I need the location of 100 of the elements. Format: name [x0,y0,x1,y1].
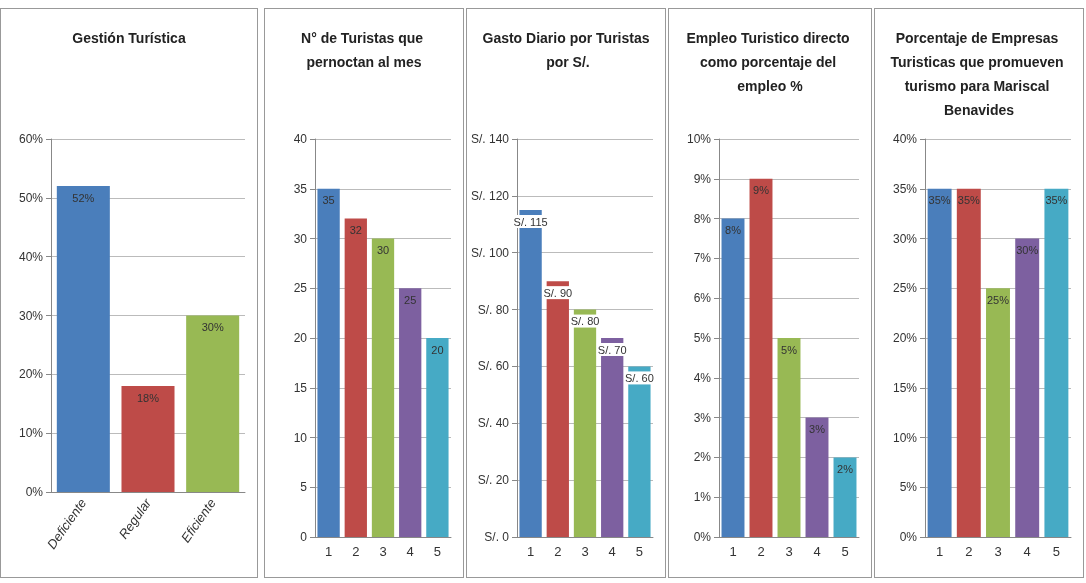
y-tick-label: 9% [693,171,712,186]
chart-title: Porcentaje de Empresas Turisticas que promueven turismo para Mariscal Benavides [890,30,1068,118]
data-label: 25 [404,293,417,306]
y-tick-label: 7% [693,251,712,266]
data-label: 52% [72,191,95,204]
x-tick-label: 4 [608,544,616,559]
y-tick-label: 10% [892,430,918,445]
data-label: 35% [957,194,981,207]
x-tick-label: 2 [965,544,973,559]
y-tick-label: 50% [18,190,44,205]
data-label: 30 [376,244,390,256]
data-label: S/. 115 [513,215,548,228]
y-tick-label: 20% [892,331,918,345]
x-tick-label: 3 [379,544,387,559]
y-tick-label: 30 [293,231,308,246]
y-tick-label: 3% [693,410,712,425]
data-label: 35% [1045,194,1068,207]
data-label: 8% [725,224,742,237]
data-label: 9% [753,184,770,197]
y-tick-label: 10% [686,132,712,146]
y-tick-label: 5 [300,480,308,495]
y-tick-label: 0% [25,485,44,499]
y-tick-label: 5% [693,331,712,345]
bar [344,218,367,537]
y-tick-label: 35% [892,181,918,196]
chart-title: Empleo Turistico directo como porcentaje del empleo % [686,30,854,94]
bar [399,288,422,537]
x-tick-label: 2 [757,544,765,559]
y-tick-label: 20% [18,367,44,382]
bar [777,338,801,537]
y-tick-label: 15 [293,380,308,395]
bar [426,338,449,537]
data-label: 20 [431,343,444,356]
x-tick-label: 1 [935,544,944,559]
bar [371,238,395,537]
bar [1015,238,1040,537]
bar [956,188,981,537]
x-tick-label: 5 [433,544,442,559]
bar [56,186,110,492]
data-label: 2% [837,462,854,475]
x-tick-label: 1 [729,544,737,559]
y-tick-label: 0% [693,530,712,544]
bar [1044,188,1069,537]
x-tick-label: 1 [526,544,535,559]
data-label: S/. 70 [597,343,627,356]
y-tick-label: 30% [18,308,44,323]
y-tick-label: S/. 140 [470,132,510,146]
data-label: 35 [322,194,335,207]
y-tick-label: 0% [899,530,918,544]
y-tick-label: 10 [293,430,308,445]
y-tick-label: 10% [18,426,44,441]
x-tick-label: 5 [635,544,644,559]
y-tick-label: 25 [293,281,308,296]
y-tick-label: 25% [892,281,918,296]
x-tick-label: 4 [813,544,821,559]
y-tick-label: 5% [899,480,918,495]
data-label: S/. 60 [625,371,654,384]
data-label: S/. 90 [543,286,573,299]
y-tick-label: S/. 120 [470,188,510,203]
y-tick-label: 0 [300,530,308,544]
y-tick-label: 40% [892,132,918,146]
x-tick-label: 5 [1052,544,1061,559]
data-label: 35% [928,194,951,207]
data-label: 32 [349,224,362,237]
y-tick-label: S/. 40 [477,416,510,431]
chart-title: Gasto Diario por Turistas por S/. [482,30,650,70]
x-tick-label: 3 [785,544,793,559]
chart-title: N° de Turistas que pernoctan al mes [301,30,427,70]
y-tick-label: S/. 60 [477,359,510,374]
bar [121,386,175,492]
bar [833,457,857,537]
data-label: 18% [136,391,160,404]
y-tick-label: 30% [892,231,918,246]
chart-title: Gestión Turística [72,30,186,46]
x-tick-label: 3 [994,544,1002,559]
data-label: 5% [781,343,798,356]
bar [721,218,745,537]
y-tick-label: S/. 80 [477,302,510,317]
y-tick-label: S/. 0 [484,530,510,544]
y-tick-label: 1% [693,490,712,505]
bar [573,309,597,537]
x-tick-label: 2 [352,544,360,559]
y-tick-label: S/. 100 [470,245,510,260]
y-tick-label: 8% [693,211,712,226]
y-tick-label: 60% [18,132,44,146]
data-label: 30% [201,321,224,333]
bar [749,178,773,537]
x-tick-label: 5 [841,544,849,559]
y-tick-label: 6% [693,291,712,306]
y-tick-label: 35 [293,181,308,196]
y-tick-label: 40% [18,249,44,264]
x-tick-label: 2 [554,544,562,559]
bar [805,417,829,537]
data-label: S/. 80 [570,315,600,328]
y-tick-label: 40 [293,132,308,146]
y-tick-label: 2% [693,450,712,465]
bar [317,188,340,537]
x-tick-label: 1 [324,544,333,559]
data-label: 25% [986,293,1010,306]
data-label: 3% [809,423,826,436]
